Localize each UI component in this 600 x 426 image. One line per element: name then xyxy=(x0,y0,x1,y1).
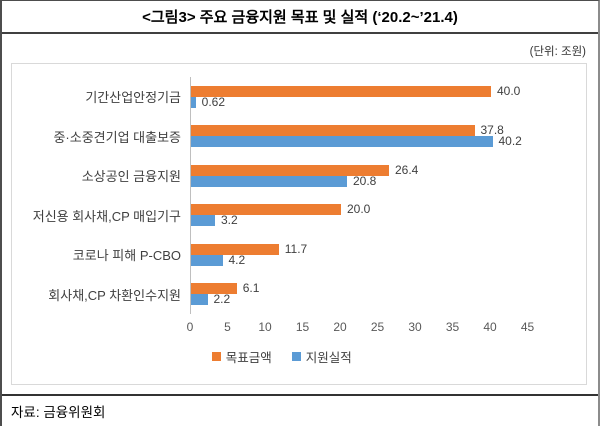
actual-bar xyxy=(191,215,215,227)
target-bar xyxy=(191,283,237,295)
legend-swatch-icon xyxy=(211,352,221,361)
value-label: 40.2 xyxy=(498,134,522,149)
bar-group: 40.0 0.62 xyxy=(190,77,586,117)
category-label: 기간산업안정기금 xyxy=(85,90,181,106)
value-label: 2.2 xyxy=(213,292,231,307)
category-label: 회사채,CP 차환인수지원 xyxy=(48,287,181,303)
bar-line: 4.2 xyxy=(191,252,586,267)
category-row: 코로나 피해 P-CBO 11.7 4.2 xyxy=(12,235,586,275)
target-bar xyxy=(191,125,475,137)
value-label: 26.4 xyxy=(395,162,419,177)
bar-line: 3.2 xyxy=(191,213,586,228)
bar-line: 26.4 xyxy=(191,162,586,177)
figure-body: (단위: 조원) 기간산업안정기금 40.0 0.62 중·소중견기업 대출보증 37.… xyxy=(2,34,598,394)
bar-line: 40.0 xyxy=(191,83,586,98)
source-label: 자료: 금융위원회 xyxy=(2,394,598,426)
x-tick-label: 40 xyxy=(483,320,497,334)
figure-title: <그림3> 주요 금융지원 목표 및 실적 (‘20.2~’21.4) xyxy=(2,1,598,34)
target-bar xyxy=(191,243,279,255)
category-label: 소상공인 금융지원 xyxy=(81,169,181,185)
category-label: 저신용 회사채,CP 매입기구 xyxy=(32,208,181,224)
category-row: 저신용 회사채,CP 매입기구 20.0 3.2 xyxy=(12,195,586,235)
actual-bar xyxy=(191,96,196,108)
value-label: 0.62 xyxy=(201,94,225,109)
bar-group: 20.0 3.2 xyxy=(190,195,586,235)
category-row: 회사채,CP 차환인수지원 6.1 2.2 xyxy=(12,274,586,314)
value-label: 3.2 xyxy=(221,213,238,228)
x-tick-label: 10 xyxy=(258,320,272,334)
category-row: 소상공인 금융지원 26.4 20.8 xyxy=(12,156,586,196)
bar-group: 26.4 20.8 xyxy=(190,156,586,196)
x-tick-label: 15 xyxy=(295,320,310,334)
bar-line: 40.2 xyxy=(191,134,586,149)
bar-line: 37.8 xyxy=(191,123,586,138)
bar-group: 6.1 2.2 xyxy=(190,274,586,314)
bar-line: 11.7 xyxy=(191,241,586,256)
legend: 목표금액 지원실적 xyxy=(12,347,552,366)
x-tick-label: 45 xyxy=(520,320,535,334)
x-tick-label: 0 xyxy=(186,320,194,334)
value-label: 37.8 xyxy=(480,123,504,138)
bar-line: 20.0 xyxy=(191,202,586,217)
bar-line: 6.1 xyxy=(191,281,586,296)
x-axis: 0 5 10 15 20 25 30 35 40 45 xyxy=(186,320,580,334)
bar-line: 20.8 xyxy=(191,173,586,188)
legend-swatch-icon xyxy=(291,352,301,361)
target-bar xyxy=(191,85,491,97)
bar-group: 37.8 40.2 xyxy=(190,116,586,156)
bar-line: 2.2 xyxy=(191,292,586,307)
bar-line: 0.62 xyxy=(191,94,586,109)
x-tick-label: 5 xyxy=(224,320,231,334)
value-label: 20.8 xyxy=(353,173,377,188)
value-label: 20.0 xyxy=(347,202,371,217)
value-label: 4.2 xyxy=(228,252,246,267)
x-tick-label: 30 xyxy=(408,320,422,334)
category-label: 코로나 피해 P-CBO xyxy=(72,248,181,264)
legend-label: 지원실적 xyxy=(305,351,352,365)
legend-label: 목표금액 xyxy=(225,351,272,365)
bar-chart: 기간산업안정기금 40.0 0.62 중·소중견기업 대출보증 37.8 40.2 소상공인… xyxy=(11,63,587,385)
x-tick-label: 35 xyxy=(445,320,460,334)
target-bar xyxy=(191,204,341,216)
plot-area: 기간산업안정기금 40.0 0.62 중·소중견기업 대출보증 37.8 40.2 소상공인… xyxy=(12,77,586,314)
actual-bar xyxy=(191,136,493,148)
bar-group: 11.7 4.2 xyxy=(190,235,586,275)
category-label: 중·소중견기업 대출보증 xyxy=(53,129,181,145)
legend-item: 지원실적 xyxy=(291,347,352,366)
value-label: 11.7 xyxy=(284,241,308,256)
legend-item: 목표금액 xyxy=(211,347,272,366)
value-label: 6.1 xyxy=(242,281,260,296)
target-bar xyxy=(191,164,389,176)
actual-bar xyxy=(191,294,208,306)
actual-bar xyxy=(191,254,223,266)
x-tick-label: 20 xyxy=(333,320,347,334)
unit-label: (단위: 조원) xyxy=(529,46,586,58)
category-row: 중·소중견기업 대출보증 37.8 40.2 xyxy=(12,116,586,156)
category-row: 기간산업안정기금 40.0 0.62 xyxy=(12,77,586,117)
actual-bar xyxy=(191,175,347,187)
value-label: 40.0 xyxy=(497,83,521,98)
x-tick-label: 25 xyxy=(370,320,385,334)
